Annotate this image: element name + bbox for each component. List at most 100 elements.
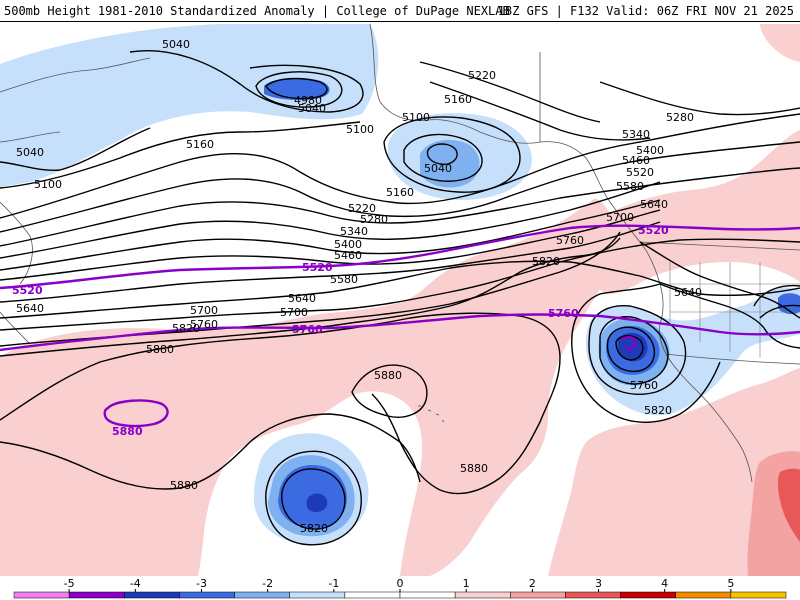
contour-5100-ak [383,116,521,193]
highlight-contour-label: 5760 [292,323,323,336]
anomaly-area-pos1 [548,368,800,576]
contour-5640 [0,260,800,319]
contour-5820-low-inner [281,468,346,530]
contour-label: 5280 [360,213,388,226]
contour-5040-ak [403,133,483,182]
colorbar-segment [289,591,346,599]
coastline-alaska [369,23,587,159]
contour-5820-east [571,283,721,423]
anomaly-area-pos1 [0,198,615,576]
hawaii-islands [418,405,445,423]
highlight-contour-label: 5520 [12,284,43,297]
contour-5160 [0,113,800,219]
contour-5040-ak-core [426,143,458,165]
contour-label: 5340 [340,225,368,238]
contour-label: 5880 [170,479,198,492]
colorbar-tick-label: -5 [64,577,75,590]
contour-label: 5760 [190,318,218,331]
colorbar-tick-label: 5 [727,577,734,590]
contour-5640-rockies [659,283,800,349]
contour-east-low-ring [753,284,800,319]
anomaly-area-neg3 [778,293,800,315]
contour-5820 [0,237,621,357]
colorbar-segment [565,591,621,599]
contour-label: 4980 [294,94,322,107]
contour-5040-inner [255,71,343,108]
contour-5280-n [599,81,800,116]
contour-labels: 5040 4980 5040 5040 5100 5100 5100 5040 … [16,38,702,535]
contour-label: 5220 [348,202,376,215]
contour-label: 5700 [190,304,218,317]
contour-label: 5760 [630,379,658,392]
anomaly-area-neg3 [264,78,330,101]
contour-5340 [0,181,661,259]
model-run-label: 18Z GFS | F132 Valid: 06Z FRI NOV 21 202… [497,4,794,18]
colorbar-segments [13,591,787,599]
anomaly-area-pos3 [777,468,800,542]
contour-label: 5880 [146,343,174,356]
contour-5220-n [419,61,601,123]
highlight-contour-low [621,336,638,350]
highlight-contour-label: 5760 [548,307,579,320]
contour-label: 5700 [280,306,308,319]
highlight-contour-label: 5520 [638,224,669,237]
contour-5160-n [429,81,651,141]
anomaly-area-pos1 [760,24,800,62]
anomaly-area-neg4 [306,493,328,512]
contour-5580 [0,221,661,303]
border-us-mexico [665,353,800,365]
highlight-contour-5880 [103,399,169,428]
anomaly-area-pos1 [580,130,800,294]
contour-label: 5700 [606,211,634,224]
contour-label: 5820 [644,404,672,417]
colorbar-tick-label: -1 [328,577,339,590]
contour-5220 [0,141,800,233]
contour-5880-loop [351,364,428,418]
contour-5700-east [599,316,669,385]
contour-5100-left [0,121,361,189]
colorbar-segment [344,591,401,599]
contour-low-core-east [615,335,644,361]
contour-label: 5400 [636,144,664,157]
colorbar-segment [454,591,511,599]
contour-5640-east [606,326,656,373]
colorbar-tick-label: 0 [397,577,404,590]
contour-label: 5160 [386,186,414,199]
contour-label: 5640 [16,302,44,315]
contour-label: 5040 [16,146,44,159]
anomaly-colorbar: -5 -4 -3 -2 -1 0 1 2 3 4 5 [13,577,787,599]
contour-5820-low [265,450,362,546]
colorbar-segment [399,591,456,599]
coastline-asia [0,57,151,345]
contour-label: 5100 [346,123,374,136]
colorbar-segment [179,591,235,599]
contour-label: 5040 [162,38,190,51]
positive-anomaly-areas [0,24,800,576]
colorbar-tick-label: 3 [595,577,602,590]
contour-label: 5340 [622,128,650,141]
contour-label: 5640 [640,198,668,211]
highlight-contour-label: 5880 [112,425,143,438]
contour-label: 5580 [616,180,644,193]
contour-5040-top [129,50,364,113]
contour-label: 5280 [666,111,694,124]
contour-label: 5820 [532,255,560,268]
title-bar: 500mb Height 1981-2010 Standardized Anom… [0,0,800,22]
contour-4980 [265,77,328,100]
contour-5280 [0,167,800,247]
contour-5880-south [0,413,421,490]
contour-label: 5820 [300,522,328,535]
contour-label: 5100 [34,178,62,191]
contour-label: 5880 [374,369,402,382]
contour-label: 5460 [334,249,362,262]
highlight-contour-5520 [0,224,800,290]
contour-5760-east [588,305,687,395]
colorbar-segment [68,591,125,599]
contour-label: 5760 [556,234,584,247]
contour-label: 5820 [172,322,200,335]
colorbar-segment [675,591,732,599]
contour-label: 5640 [674,286,702,299]
anomaly-map: 5040 4980 5040 5040 5100 5100 5100 5040 … [0,22,800,576]
highlight-contours [0,224,800,428]
colorbar-segment [620,591,676,599]
